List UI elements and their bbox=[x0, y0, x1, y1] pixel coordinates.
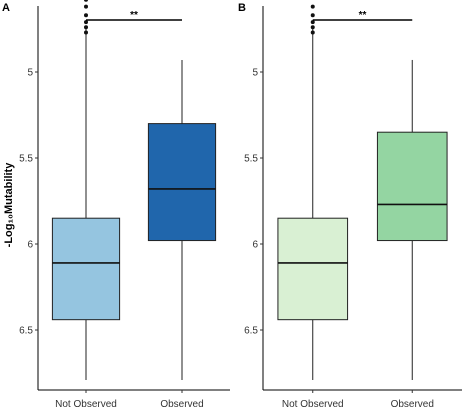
outlier-point bbox=[84, 4, 88, 9]
y-tick-label: 6 bbox=[252, 240, 258, 251]
panel-a-label: A bbox=[2, 2, 10, 14]
y-axis-label: -Log₁₀Mutability bbox=[3, 162, 15, 248]
y-tick-label: 6.5 bbox=[19, 326, 33, 337]
outlier-point bbox=[84, 13, 88, 18]
outlier-point bbox=[310, 25, 315, 30]
y-tick-label: 5.5 bbox=[244, 154, 258, 165]
x-tick-label: Not Observed bbox=[282, 399, 344, 410]
box bbox=[147, 123, 217, 242]
x-tick-label: Observed bbox=[160, 399, 203, 410]
y-tick-label: 6.5 bbox=[244, 326, 258, 337]
y-tick-label: 5 bbox=[252, 68, 258, 79]
outlier-point bbox=[310, 20, 315, 25]
significance-label: ** bbox=[130, 10, 138, 21]
box bbox=[376, 131, 448, 242]
outlier-point bbox=[84, 25, 88, 30]
outlier-point bbox=[84, 30, 88, 35]
y-tick-label: 5.5 bbox=[19, 154, 33, 165]
box bbox=[277, 217, 349, 321]
y-tick-label: 6 bbox=[27, 240, 33, 251]
x-tick-label: Observed bbox=[391, 399, 434, 410]
panel-a: A 5 5.5 6 6.5 Not Observed Observed ** bbox=[2, 0, 230, 410]
y-tick-label: 5 bbox=[27, 68, 33, 79]
outlier-point bbox=[310, 30, 315, 35]
outlier-point bbox=[84, 0, 88, 2]
outlier-point bbox=[84, 20, 88, 25]
outlier-point bbox=[310, 13, 315, 18]
panel-b-label: B bbox=[238, 2, 246, 14]
box bbox=[51, 217, 121, 321]
panel-b: B 5 5.5 6 6.5 Not Observed Observed ** bbox=[238, 0, 462, 410]
x-tick-label: Not Observed bbox=[55, 399, 117, 410]
outlier-point bbox=[310, 4, 315, 9]
significance-label: ** bbox=[359, 10, 367, 21]
